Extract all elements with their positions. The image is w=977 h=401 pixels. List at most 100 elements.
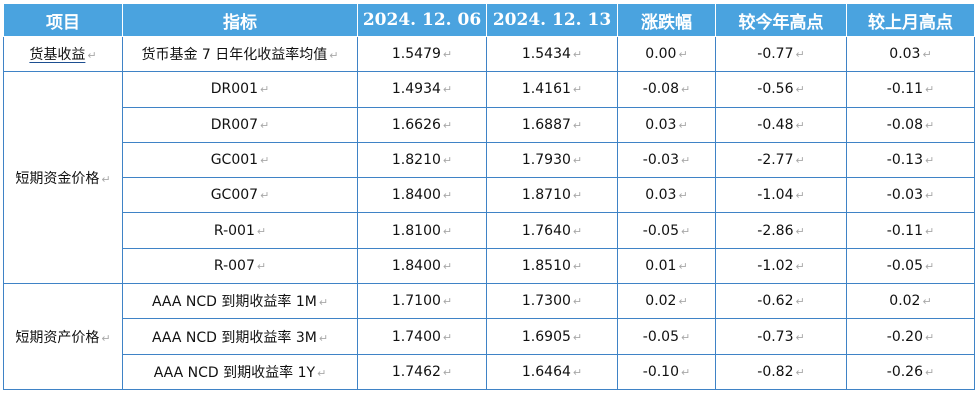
paragraph-mark-icon: ↵ [795,295,805,309]
paragraph-mark-icon: ↵ [925,154,935,168]
value-cell-date-2: 1.6887 ↵ [486,106,618,143]
vs-year-high-cell: -0.73 ↵ [715,318,847,355]
paragraph-mark-icon: ↵ [678,118,688,132]
paragraph-mark-icon: ↵ [795,48,805,62]
indicator-cell-text: AAA NCD 到期收益率 1Y [153,364,316,381]
value-cell-date-2-text: 1.7930 [521,152,571,169]
vs-month-high-cell: -0.05 ↵ [846,247,975,285]
value-cell-date-1-text: 1.8210 [391,152,441,169]
vs-year-high-cell-text: -1.04 [757,187,794,204]
table-row: 短期资产价格 ↵ AAA NCD 到期收益率 1M ↵ 1.7100 ↵ 1.7300 ↵ 0.… [3,283,975,390]
indicator-cell-text: 货币基金 7 日年化收益率均值 [141,47,328,64]
change-cell: 0.01 ↵ [617,247,716,285]
change-cell-text: -0.05 [642,328,679,345]
paragraph-mark-icon: ↵ [678,295,688,309]
paragraph-mark-icon: ↵ [795,224,805,238]
paragraph-mark-icon: ↵ [572,118,583,132]
vs-month-high-cell: -0.26 ↵ [846,353,975,390]
paragraph-mark-icon: ↵ [260,154,270,168]
paragraph-mark-icon: ↵ [442,295,453,309]
vs-month-high-cell-text: -0.11 [886,81,923,98]
value-cell-date-1-text: 1.7400 [391,328,441,345]
paragraph-mark-icon: ↵ [925,330,935,344]
change-cell-text: -0.10 [642,363,679,380]
paragraph-mark-icon: ↵ [922,48,932,62]
paragraph-mark-icon: ↵ [572,259,583,273]
value-cell-date-1: 1.8400 ↵ [357,247,487,285]
paragraph-mark-icon: ↵ [572,365,583,379]
vs-month-high-cell: 0.03 ↵ [846,35,975,73]
paragraph-mark-icon: ↵ [442,48,453,62]
header-date-2: 2024. 12. 13 [486,3,618,37]
paragraph-mark-icon: ↵ [572,48,583,62]
indicator-cell-text: DR001 [210,81,258,98]
indicator-cell: GC001 ↵ [122,141,358,179]
change-cell-text: 0.00 [645,46,677,63]
value-cell-date-1: 1.7400 ↵ [357,318,487,355]
vs-month-high-cell-text: -0.26 [886,363,923,380]
value-cell-date-2-text: 1.6464 [521,363,571,380]
paragraph-mark-icon: ↵ [795,259,805,273]
header-indicator: 指标 [122,3,358,37]
paragraph-mark-icon: ↵ [442,330,453,344]
indicator-cell-text: GC007 [210,187,259,204]
paragraph-mark-icon: ↵ [442,365,453,379]
paragraph-mark-icon: ↵ [442,189,453,203]
paragraph-mark-icon: ↵ [442,118,453,132]
vs-month-high-cell-text: 0.02 [889,293,921,310]
change-cell-text: -0.03 [642,152,679,169]
indicator-cell: 货币基金 7 日年化收益率均值 ↵ [122,35,358,73]
vs-month-high-cell: -0.20 ↵ [846,318,975,355]
paragraph-mark-icon: ↵ [681,154,691,168]
value-cell-date-2: 1.7300 ↵ [486,283,618,320]
value-cell-date-2-text: 1.6887 [521,116,571,133]
change-cell: -0.03 ↵ [617,141,716,179]
paragraph-mark-icon: ↵ [572,83,583,97]
vs-month-high-cell-text: -0.05 [886,257,923,274]
value-cell-date-1-text: 1.6626 [391,116,441,133]
vs-month-high-cell: -0.13 ↵ [846,141,975,179]
paragraph-mark-icon: ↵ [925,365,935,379]
indicator-cell: AAA NCD 到期收益率 3M ↵ [122,318,358,355]
paragraph-mark-icon: ↵ [572,224,583,238]
value-cell-date-1-text: 1.8400 [391,187,441,204]
vs-month-high-cell-text: -0.20 [886,328,923,345]
value-cell-date-2: 1.5434 ↵ [486,35,618,73]
paragraph-mark-icon: ↵ [925,259,935,273]
value-cell-date-1: 1.4934 ↵ [357,71,487,108]
paragraph-mark-icon: ↵ [260,189,270,203]
indicator-cell-text: GC001 [210,152,259,169]
paragraph-mark-icon: ↵ [101,331,111,345]
paragraph-mark-icon: ↵ [101,172,111,186]
indicator-cell-text: R-007 [213,257,255,274]
paragraph-mark-icon: ↵ [795,154,805,168]
indicator-cell-text: R-001 [213,222,255,239]
table-row: GC007 ↵ 1.8400 ↵ 1.8710 ↵ 0.03 ↵ -1.04 ↵ -0.03 ↵ [4,177,975,214]
category-label: 短期资金价格 [15,170,100,187]
vs-year-high-cell-text: -1.02 [757,257,794,274]
change-cell-text: 0.01 [645,257,677,274]
indicator-cell: AAA NCD 到期收益率 1Y ↵ [122,353,358,390]
paragraph-mark-icon: ↵ [318,296,329,310]
vs-year-high-cell-text: -2.77 [757,152,794,169]
table-row: AAA NCD 到期收益率 3M ↵ 1.7400 ↵ 1.6905 ↵ -0.05 ↵ -0.… [4,318,975,355]
category-cell: 货基收益 ↵ [3,35,123,73]
table-body: 货基收益 ↵ 货币基金 7 日年化收益率均值 ↵ 1.5479 ↵ 1.5434 ↵ 0.00 ↵… [3,35,975,390]
table-row: 短期资金价格 ↵ DR001 ↵ 1.4934 ↵ 1.4161 ↵ -0.08 ↵ -0.56 ↵ -… [3,71,975,285]
header-vs-month-high: 较上月高点 [846,3,975,37]
value-cell-date-1: 1.7462 ↵ [357,353,487,390]
indicator-cell: GC007 ↵ [122,177,358,214]
header-row: 项目 指标 2024. 12. 06 2024. 12. 13 涨跌幅 较今年高… [3,3,975,37]
paragraph-mark-icon: ↵ [925,83,935,97]
table-row: DR007 ↵ 1.6626 ↵ 1.6887 ↵ 0.03 ↵ -0.48 ↵ -0.08 ↵ [4,106,975,143]
paragraph-mark-icon: ↵ [572,154,583,168]
value-cell-date-2: 1.8710 ↵ [486,177,618,214]
vs-year-high-cell-text: -0.62 [757,293,794,310]
paragraph-mark-icon: ↵ [795,83,805,97]
value-cell-date-2: 1.7640 ↵ [486,212,618,249]
value-cell-date-1: 1.8100 ↵ [357,212,487,249]
paragraph-mark-icon: ↵ [572,330,583,344]
value-cell-date-2-text: 1.8710 [521,187,571,204]
category-cell: 短期资产价格 ↵ [3,283,123,390]
paragraph-mark-icon: ↵ [572,189,583,203]
